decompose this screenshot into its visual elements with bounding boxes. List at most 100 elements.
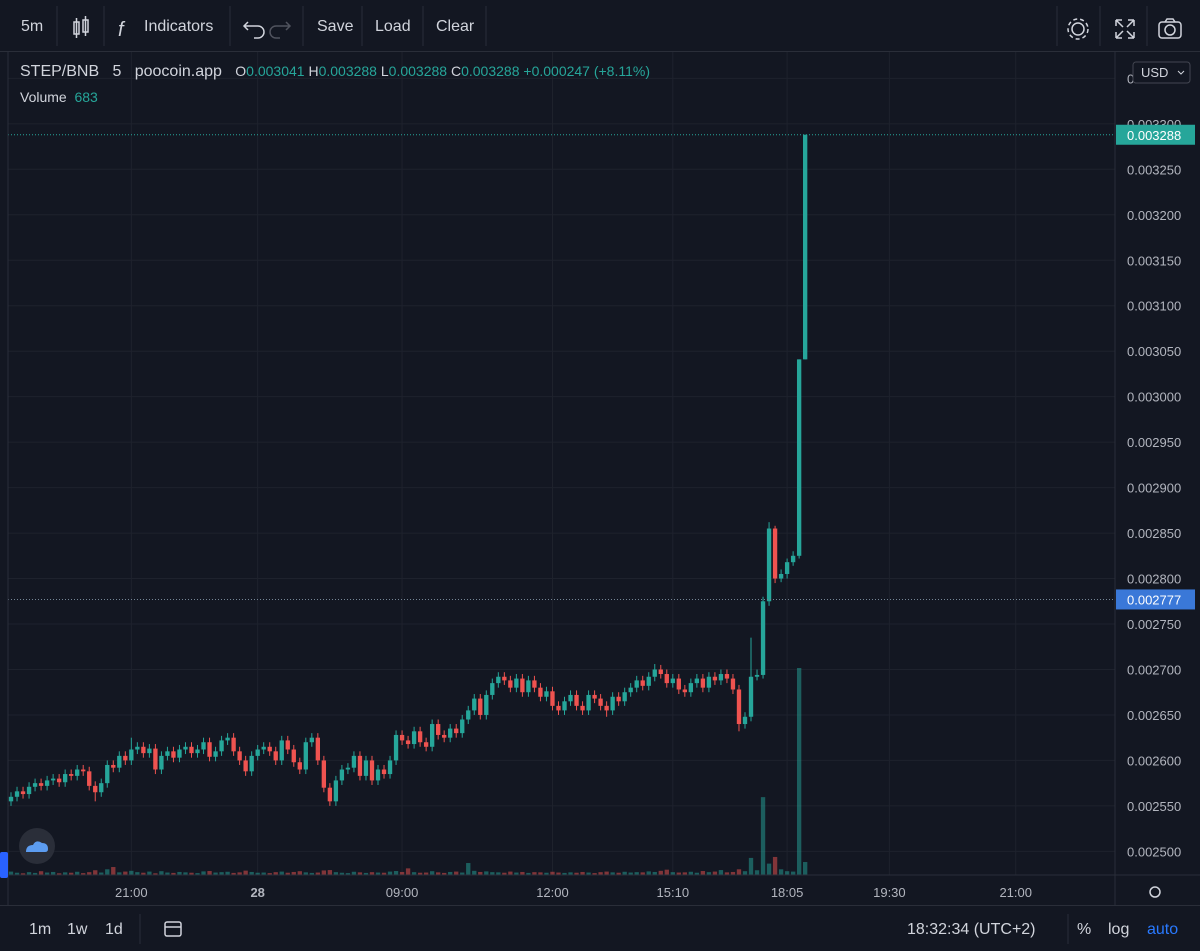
save-button[interactable]: Save — [317, 18, 354, 35]
volume-bar — [634, 872, 639, 875]
volume-bar — [502, 872, 507, 875]
change: +0.000247 (+8.11%) — [523, 63, 651, 79]
log-button[interactable]: log — [1108, 921, 1130, 938]
y-tick-label: 0.002900 — [1127, 481, 1181, 496]
candle-body — [435, 724, 441, 735]
candle-body — [766, 528, 772, 602]
y-tick-label: 0.002550 — [1127, 799, 1181, 814]
candle-body — [760, 601, 766, 675]
y-tick-label: 0.002650 — [1127, 708, 1181, 723]
candle-body — [700, 678, 706, 688]
load-button[interactable]: Load — [375, 18, 411, 35]
candle-body — [351, 755, 357, 768]
volume-bar — [69, 872, 74, 875]
candle-body — [646, 676, 651, 686]
candle-body — [496, 676, 501, 684]
volume-bar — [62, 872, 68, 875]
interval-button[interactable]: 5m — [21, 18, 44, 35]
volume-bar — [255, 872, 260, 875]
candle-body — [556, 705, 561, 711]
volume-row: Volume 683 — [20, 89, 650, 105]
volume-bar — [496, 872, 501, 875]
currency-button[interactable] — [1132, 61, 1191, 84]
volume-bar — [93, 870, 98, 875]
volume-bar — [429, 871, 435, 875]
volume-bar — [712, 871, 718, 875]
candle-body — [177, 749, 182, 758]
candle-body — [682, 689, 688, 693]
volume-bar — [129, 870, 134, 875]
candle-body — [159, 755, 164, 770]
ohlc-label: C — [450, 63, 462, 79]
candle-body — [429, 724, 435, 747]
volume-bar — [766, 863, 772, 875]
volume-bar — [20, 873, 26, 875]
volume-bar — [544, 872, 549, 875]
y-tick-label: 0.002500 — [1127, 844, 1181, 859]
volume-label: Volume — [20, 89, 67, 105]
candle-body — [105, 764, 110, 784]
candle-body — [195, 749, 200, 754]
toolbar-icons — [73, 16, 1182, 937]
screenshot-icon[interactable] — [1158, 21, 1182, 39]
date-range-icon[interactable] — [164, 921, 182, 937]
candle-body — [123, 755, 128, 761]
volume-bar — [694, 872, 700, 875]
percent-button[interactable]: % — [1077, 921, 1092, 938]
candle-body — [706, 676, 712, 688]
y-tick-label: 0.003050 — [1127, 344, 1181, 359]
last-price-label: 0.003288 — [1127, 128, 1181, 143]
volume-bar — [628, 872, 633, 875]
volume-bar — [718, 870, 724, 875]
candle-body — [610, 696, 615, 711]
candle-body — [586, 694, 591, 711]
volume-bar — [652, 871, 657, 875]
range-button[interactable]: 1m — [29, 921, 52, 938]
candle-body — [544, 691, 549, 697]
volume-bar — [26, 872, 32, 875]
volume-bar — [315, 872, 321, 875]
volume-bar — [309, 872, 314, 875]
indicators-button[interactable]: Indicators — [144, 18, 214, 35]
volume-bar — [610, 872, 615, 875]
range-button[interactable]: 1d — [105, 921, 123, 938]
legend-interval: 5 — [112, 63, 122, 80]
time-settings-icon[interactable] — [1149, 886, 1161, 898]
candle-body — [44, 780, 50, 786]
ohlc-value: 0.003288 — [318, 63, 377, 79]
candle-body — [417, 731, 423, 743]
volume-bar — [213, 872, 218, 875]
volume-bar — [448, 871, 453, 875]
volume-bar — [369, 872, 375, 875]
side-toggle[interactable] — [0, 852, 8, 878]
candle-body — [231, 737, 236, 752]
currency-label[interactable]: USD — [1141, 65, 1168, 80]
volume-bar — [393, 871, 399, 875]
auto-button[interactable]: auto — [1147, 921, 1179, 938]
candle-body — [213, 751, 218, 757]
volume-bar — [411, 872, 417, 875]
candle-body — [592, 694, 597, 699]
clear-button[interactable]: Clear — [436, 18, 475, 35]
redo-icon[interactable] — [269, 21, 292, 39]
volume-bar — [724, 872, 730, 875]
candle-body — [520, 678, 525, 693]
candle-body — [502, 676, 507, 681]
candle-body — [742, 716, 748, 725]
settings-icon[interactable] — [1071, 22, 1085, 36]
candle-body — [784, 562, 790, 574]
volume-bar — [586, 872, 591, 875]
undo-icon[interactable] — [242, 21, 265, 39]
fullscreen-icon[interactable] — [1115, 19, 1135, 39]
volume-bar — [604, 871, 609, 875]
volume-bar — [640, 872, 645, 875]
candle-body — [724, 674, 730, 679]
volume-bar — [153, 873, 158, 875]
candle-body — [508, 680, 513, 688]
volume-bar — [423, 872, 429, 875]
range-button[interactable]: 1w — [67, 921, 88, 938]
candle-body — [790, 555, 796, 563]
volume-bar — [345, 873, 351, 875]
candle-body — [333, 780, 339, 802]
